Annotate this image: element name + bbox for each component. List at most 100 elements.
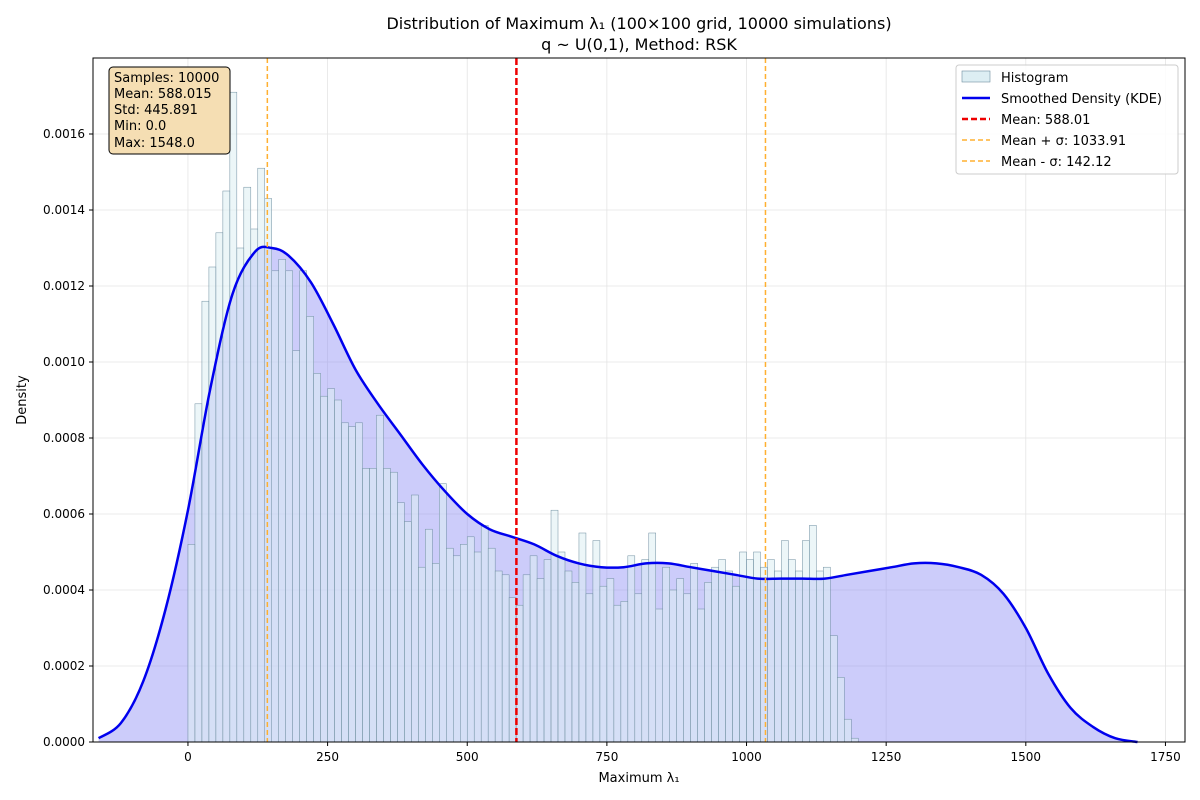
histogram-bar bbox=[529, 555, 538, 743]
histogram-bar bbox=[397, 502, 405, 743]
histogram-bar bbox=[669, 589, 677, 743]
histogram-bar bbox=[823, 566, 831, 743]
histogram-bar bbox=[446, 547, 454, 743]
histogram-bar bbox=[404, 521, 412, 743]
histogram-bar bbox=[348, 426, 356, 743]
histogram-bar bbox=[327, 388, 335, 743]
histogram-bar bbox=[683, 593, 691, 743]
histogram-bar bbox=[753, 551, 761, 743]
stats-max: Max: 1548.0 bbox=[114, 136, 195, 151]
stats-std: Std: 445.891 bbox=[114, 103, 198, 118]
histogram-bar bbox=[802, 540, 810, 743]
y-tick-label: 0.0012 bbox=[43, 279, 85, 293]
histogram-bar bbox=[795, 570, 803, 743]
histogram-bar bbox=[557, 551, 566, 743]
x-tick-label: 1250 bbox=[871, 750, 902, 764]
histogram-bar bbox=[208, 266, 217, 743]
stats-box-background bbox=[108, 66, 231, 155]
y-tick-label: 0.0004 bbox=[43, 583, 85, 597]
histogram-bar bbox=[746, 559, 754, 743]
histogram-bar bbox=[592, 540, 601, 743]
y-tick-label: 0.0006 bbox=[43, 507, 85, 521]
y-axis-ticks: 0.0000 0.0002 0.0004 0.0006 0.0008 0.0010 0.00… bbox=[43, 127, 93, 749]
x-tick-label: 750 bbox=[595, 750, 618, 764]
histogram-bar bbox=[844, 718, 852, 743]
histogram-bar bbox=[809, 525, 817, 743]
histogram-bar bbox=[292, 350, 300, 743]
histogram-bar bbox=[662, 566, 670, 743]
histogram-bar bbox=[494, 570, 503, 743]
histogram-bar bbox=[634, 593, 643, 743]
histogram-bar bbox=[536, 578, 545, 743]
histogram-bar bbox=[690, 563, 698, 743]
histogram-bar bbox=[571, 582, 580, 743]
x-tick-label: 500 bbox=[456, 750, 479, 764]
legend-histogram-swatch bbox=[961, 70, 991, 83]
y-tick-label: 0.0014 bbox=[43, 203, 85, 217]
histogram-bar bbox=[704, 582, 712, 743]
histogram-bar bbox=[655, 608, 663, 743]
legend-mean-label: Mean: 588.01 bbox=[1001, 113, 1090, 128]
histogram-bar bbox=[453, 555, 461, 743]
x-tick-label: 1500 bbox=[1011, 750, 1042, 764]
histogram-bar bbox=[383, 468, 391, 743]
histogram-bar bbox=[725, 570, 733, 743]
histogram-bar bbox=[341, 422, 349, 743]
histogram-bar bbox=[369, 468, 377, 743]
y-tick-label: 0.0008 bbox=[43, 431, 85, 445]
histogram-layer bbox=[187, 91, 859, 743]
histogram-bar bbox=[439, 483, 447, 743]
histogram-bar bbox=[501, 574, 510, 743]
histogram-bar bbox=[299, 270, 307, 743]
chart-title-line1: Distribution of Maximum λ₁ (100×100 grid… bbox=[386, 14, 891, 33]
histogram-bar bbox=[760, 566, 768, 743]
histogram-bar bbox=[613, 604, 622, 743]
histogram-bar bbox=[564, 570, 573, 743]
histogram-bar bbox=[620, 601, 629, 743]
legend-kde-label: Smoothed Density (KDE) bbox=[1001, 92, 1162, 107]
histogram-bar bbox=[201, 300, 210, 743]
histogram-bar bbox=[229, 91, 238, 743]
histogram-bar bbox=[473, 551, 482, 743]
histogram-bar bbox=[739, 551, 747, 743]
stats-mean: Mean: 588.015 bbox=[114, 87, 212, 102]
histogram-bar bbox=[641, 559, 650, 743]
histogram-bar bbox=[271, 270, 279, 743]
histogram-bar bbox=[250, 228, 259, 743]
histogram-bar bbox=[243, 186, 252, 743]
x-tick-label: 250 bbox=[316, 750, 339, 764]
y-tick-label: 0.0002 bbox=[43, 659, 85, 673]
legend-histogram-label: Histogram bbox=[1001, 71, 1068, 86]
histogram-bar bbox=[362, 468, 370, 743]
y-axis-label: Density bbox=[15, 375, 30, 425]
x-tick-label: 0 bbox=[184, 750, 192, 764]
histogram-bar bbox=[257, 167, 266, 743]
histogram-bar bbox=[264, 198, 272, 743]
x-axis-label: Maximum λ₁ bbox=[598, 771, 679, 786]
histogram-bar bbox=[508, 597, 517, 743]
histogram-bar bbox=[550, 509, 559, 743]
histogram-bar bbox=[313, 373, 321, 743]
reference-lines-layer bbox=[266, 58, 767, 742]
legend-mean-plus-sigma-label: Mean + σ: 1033.91 bbox=[1001, 134, 1126, 149]
stats-samples: Samples: 10000 bbox=[114, 71, 219, 86]
histogram-bar bbox=[460, 544, 468, 743]
histogram-bar bbox=[627, 555, 636, 743]
histogram-bar bbox=[278, 259, 286, 743]
histogram-bar bbox=[222, 190, 231, 743]
histogram-bar bbox=[480, 525, 489, 743]
histogram-bar bbox=[466, 536, 475, 743]
histogram-bar bbox=[718, 559, 726, 743]
stats-min: Min: 0.0 bbox=[114, 119, 166, 134]
histogram-bar bbox=[851, 737, 859, 743]
kde-line bbox=[97, 245, 1138, 744]
legend: Histogram Smoothed Density (KDE) Mean: 5… bbox=[955, 64, 1179, 175]
legend-mean-minus-sigma-label: Mean - σ: 142.12 bbox=[1001, 155, 1112, 170]
histogram-bar bbox=[830, 635, 838, 743]
x-tick-label: 1750 bbox=[1150, 750, 1181, 764]
x-axis-ticks: 0 250 500 750 1000 1250 1500 1750 bbox=[184, 742, 1181, 764]
histogram-bar bbox=[732, 585, 740, 743]
histogram-bar bbox=[676, 578, 684, 743]
